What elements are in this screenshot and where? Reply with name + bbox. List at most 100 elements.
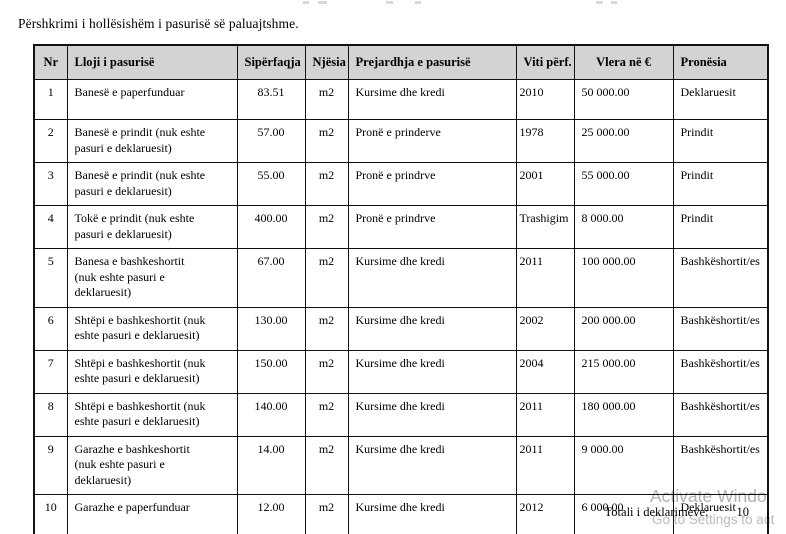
col-header-lloji: Lloji i pasurisë [66,44,238,80]
cell-pronesia: Prindit [672,119,769,163]
cell-siperfaqja: 67.00 [236,248,306,308]
cell-vlera: 55 000.00 [573,162,674,206]
cell-lloji: Banesë e prindit (nuk eshte pasuri e dek… [66,162,238,206]
cell-njesia: m2 [304,162,349,206]
cell-prejardhja: Kursime dhe kredi [347,392,517,437]
cell-nr: 7 [33,349,68,394]
cell-nr: 8 [33,392,68,437]
table-row: 4 Tokë e prindit (nuk eshte pasuri e dekl… [33,205,769,249]
cell-pronesia: Bashkëshortit/es [672,349,769,394]
cell-vlera: 100 000.00 [573,248,674,308]
cell-lloji: Banesë e prindit (nuk eshte pasuri e dek… [66,119,238,163]
cell-viti: 2001 [515,162,575,206]
cell-vlera: 200 000.00 [573,306,674,351]
cell-pronesia: Prindit [672,205,769,249]
cell-viti: 2002 [515,306,575,351]
cell-njesia: m2 [304,392,349,437]
cell-prejardhja: Kursime dhe kredi [347,349,517,394]
cell-viti: 2011 [515,392,575,437]
cell-nr: 3 [33,162,68,206]
table-row: 9 Garazhe e bashkeshortit (nuk eshte pasu… [33,435,769,495]
cell-viti: 2011 [515,435,575,495]
property-declaration-table: Nr Lloji i pasurisë Sipërfaqja Njësia Pr… [33,44,769,534]
cell-lloji: Shtëpi e bashkeshortit (nuk eshte pasuri… [66,392,238,437]
cell-siperfaqja: 55.00 [236,162,306,206]
cell-lloji: Garazhe e bashkeshortit (nuk eshte pasur… [66,435,238,495]
clipped-text-fragment [611,1,617,4]
cell-prejardhja: Kursime dhe kredi [347,79,517,120]
totals-label: Totali i deklarimeve: [604,505,709,519]
cell-lloji: Banesa e bashkeshortit (nuk eshte pasuri… [66,248,238,308]
cell-nr: 2 [33,119,68,163]
cell-prejardhja: Pronë e prindrve [347,162,517,206]
cell-viti: 2004 [515,349,575,394]
cell-njesia: m2 [304,79,349,120]
table-row: 3 Banesë e prindit (nuk eshte pasuri e de… [33,162,769,206]
cell-viti: Trashigim [515,205,575,249]
cell-siperfaqja: 83.51 [236,79,306,120]
cell-lloji: Shtëpi e bashkeshortit (nuk eshte pasuri… [66,349,238,394]
cell-pronesia: Deklaruesit [672,79,769,120]
cell-pronesia: Bashkëshortit/es [672,306,769,351]
cell-lloji: Garazhe e paperfunduar [66,494,238,534]
cell-lloji: Banesë e paperfunduar [66,79,238,120]
table-row: 1 Banesë e paperfunduar 83.51 m2 Kursime dhe… [33,79,769,120]
cell-nr: 10 [33,494,68,534]
cell-pronesia: Bashkëshortit/es [672,435,769,495]
cell-njesia: m2 [304,435,349,495]
col-header-vlera: Vlera në € [573,44,674,80]
totals-row: Totali i deklarimeve: 10 [33,505,749,520]
cell-vlera: 50 000.00 [573,79,674,120]
page-title: Përshkrimi i hollësishëm i pasurisë së p… [18,16,299,31]
table-header-row: Nr Lloji i pasurisë Sipërfaqja Njësia Pr… [33,44,769,80]
col-header-viti: Viti përf. [515,44,575,80]
cell-njesia: m2 [304,306,349,351]
cell-vlera: 8 000.00 [573,205,674,249]
cell-prejardhja: Pronë e prindrve [347,205,517,249]
cell-lloji: Shtëpi e bashkeshortit (nuk eshte pasuri… [66,306,238,351]
table-row: 8 Shtëpi e bashkeshortit (nuk eshte pasur… [33,392,769,437]
table-row: 7 Shtëpi e bashkeshortit (nuk eshte pasur… [33,349,769,394]
cell-viti: 2011 [515,248,575,308]
cell-prejardhja: Pronë e prinderve [347,119,517,163]
table-row: 6 Shtëpi e bashkeshortit (nuk eshte pasur… [33,306,769,351]
cell-vlera: 6 000.00 [573,494,674,534]
cell-prejardhja: Kursime dhe kredi [347,435,517,495]
cell-nr: 9 [33,435,68,495]
cell-nr: 6 [33,306,68,351]
cell-prejardhja: Kursime dhe kredi [347,248,517,308]
cell-vlera: 25 000.00 [573,119,674,163]
cell-viti: 1978 [515,119,575,163]
cell-pronesia: Bashkëshortit/es [672,248,769,308]
cell-njesia: m2 [304,205,349,249]
cell-viti: 2012 [515,494,575,534]
cell-siperfaqja: 14.00 [236,435,306,495]
cell-lloji: Tokë e prindit (nuk eshte pasuri e dekla… [66,205,238,249]
cell-njesia: m2 [304,119,349,163]
table-row: 2 Banesë e prindit (nuk eshte pasuri e de… [33,119,769,163]
cell-vlera: 180 000.00 [573,392,674,437]
cell-siperfaqja: 57.00 [236,119,306,163]
clipped-text-fragment [596,1,603,4]
cell-prejardhja: Kursime dhe kredi [347,306,517,351]
col-header-siperfaqja: Sipërfaqja [236,44,306,80]
cell-pronesia: Deklaruesit [672,494,769,534]
cell-siperfaqja: 130.00 [236,306,306,351]
cell-nr: 1 [33,79,68,120]
clipped-text-fragment [318,1,327,4]
col-header-nr: Nr [33,44,68,80]
clipped-text-fragment [386,1,393,4]
cell-siperfaqja: 400.00 [236,205,306,249]
cell-njesia: m2 [304,494,349,534]
table-body: 1 Banesë e paperfunduar 83.51 m2 Kursime dhe… [33,79,769,534]
cell-siperfaqja: 150.00 [236,349,306,394]
totals-value: 10 [736,505,750,519]
cell-nr: 5 [33,248,68,308]
col-header-prejardhja: Prejardhja e pasurisë [347,44,517,80]
table-row: 10 Garazhe e paperfunduar 12.00 m2 Kursime d… [33,494,769,534]
cell-njesia: m2 [304,248,349,308]
col-header-njesia: Njësia [304,44,349,80]
cell-siperfaqja: 140.00 [236,392,306,437]
cell-pronesia: Bashkëshortit/es [672,392,769,437]
